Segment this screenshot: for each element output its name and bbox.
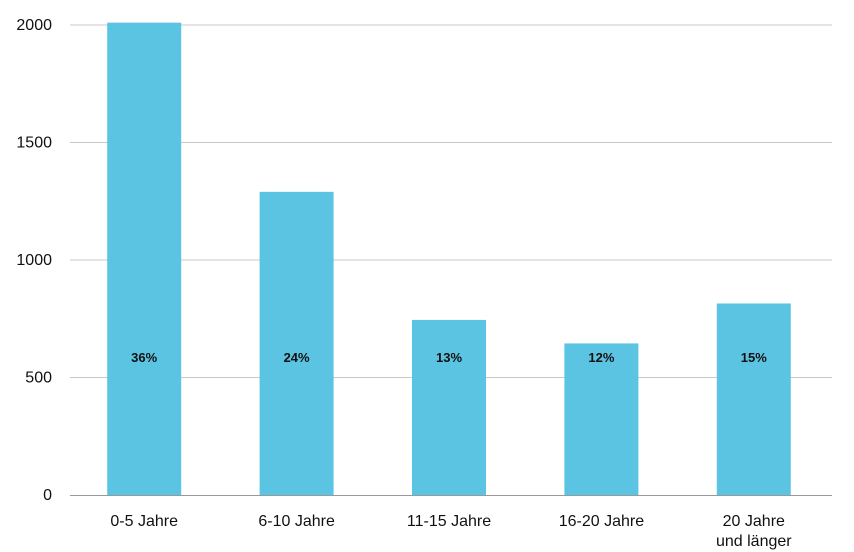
y-tick-label: 500 [25, 370, 52, 387]
x-category-label: 16-20 Jahre [559, 513, 644, 530]
y-tick-label: 2000 [16, 17, 52, 34]
x-axis-category-labels: 0-5 Jahre 6-10 Jahre 11-15 Jahre 16-20 Jahr… [110, 513, 792, 550]
data-labels: 36% 24% 13% 12% 15% [131, 350, 767, 365]
y-tick-label: 1500 [16, 135, 52, 152]
bar [259, 191, 334, 495]
x-category-label: 6-10 Jahre [258, 513, 335, 530]
x-category-label: 0-5 Jahre [110, 513, 178, 530]
bar [107, 22, 182, 496]
bar-data-label: 24% [284, 350, 310, 365]
bar-data-label: 36% [131, 350, 157, 365]
bar [564, 343, 639, 495]
y-tick-label: 1000 [16, 252, 52, 269]
bar [716, 303, 791, 495]
x-category-label: 20 Jahre und länger [716, 513, 792, 550]
bar-data-label: 12% [588, 350, 614, 365]
y-axis-tick-labels: 0 500 1000 1500 2000 [16, 17, 52, 504]
bar-data-label: 15% [741, 350, 767, 365]
bar-data-label: 13% [436, 350, 462, 365]
y-tick-label: 0 [43, 487, 52, 504]
x-category-label: 11-15 Jahre [407, 513, 491, 530]
bars [107, 22, 791, 496]
bar [412, 319, 486, 495]
